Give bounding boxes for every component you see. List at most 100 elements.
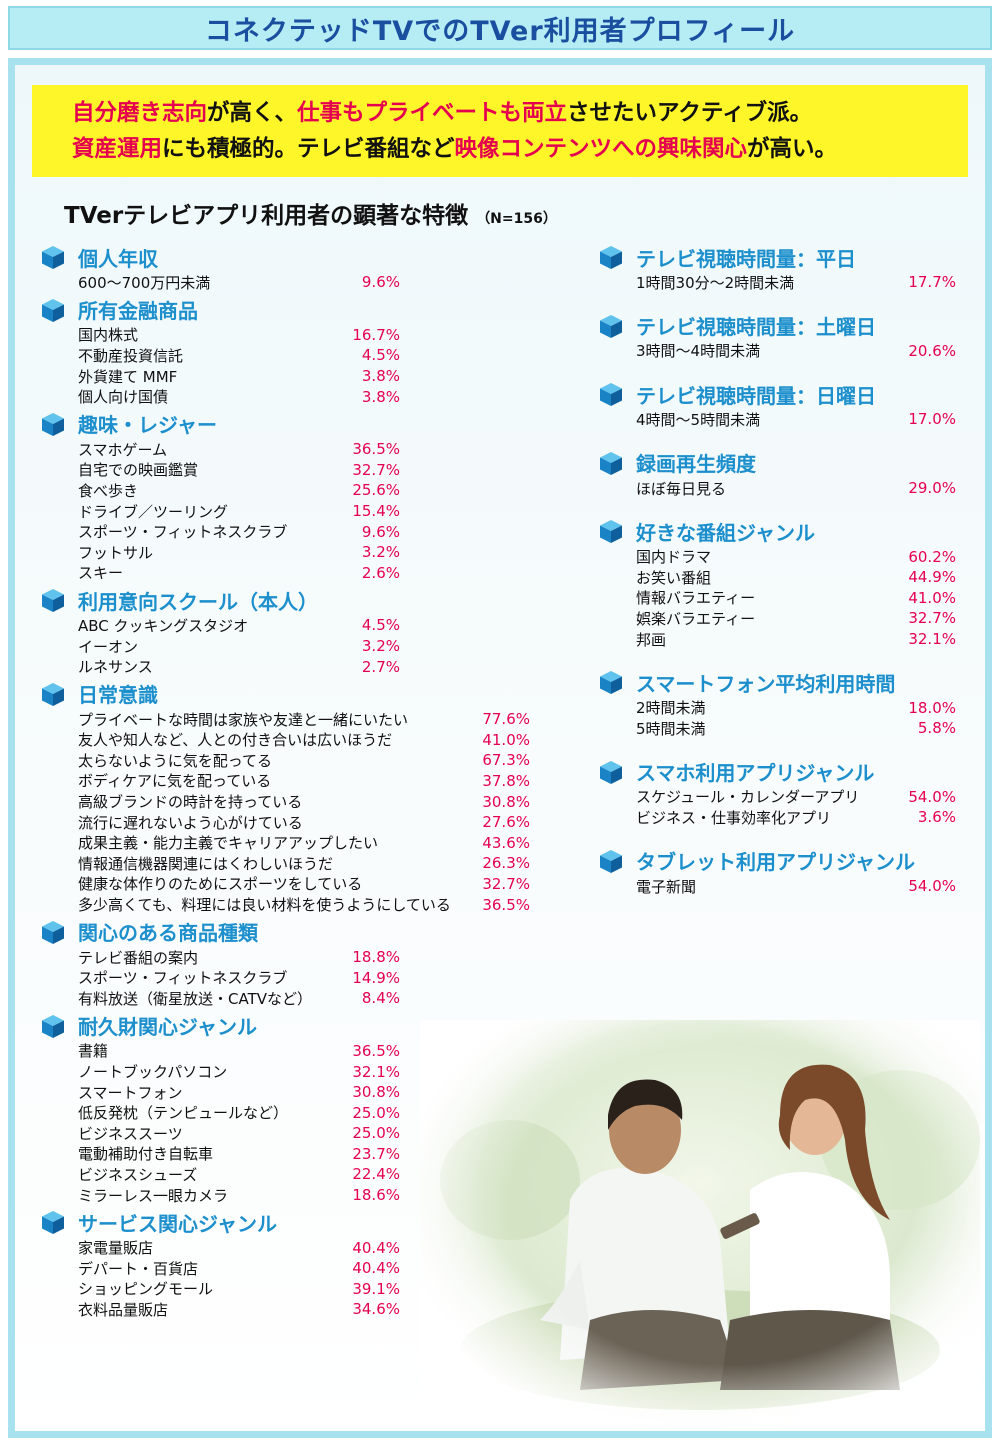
item-label: 成果主義・能力主義でキャリアアップしたい <box>78 834 379 853</box>
headline-highlight: 自分磨き志向 <box>72 100 208 126</box>
item-value: 9.6% <box>361 273 400 292</box>
item-value: 36.5% <box>482 895 530 914</box>
item-label: 邦画 <box>636 630 667 649</box>
section-title: テレビ視聴時間量：日曜日 <box>636 383 876 408</box>
item-label: 多少高くても、料理には良い材料を使うようにしている <box>78 896 451 915</box>
item-value: 17.0% <box>908 410 956 429</box>
blue-cube-icon <box>600 760 622 784</box>
item-label: 流行に遅れないよう心がけている <box>78 813 303 832</box>
list-item: 高級ブランドの時計を持っている 30.8% <box>40 791 530 812</box>
item-label: ミラーレス一眼カメラ <box>78 1186 229 1205</box>
section: 録画再生頻度 ほぼ毎日見る 29.0% <box>598 448 958 499</box>
list-item: イーオン 3.2% <box>40 636 400 657</box>
item-value: 32.7% <box>482 874 530 893</box>
item-label: 電子新聞 <box>636 877 697 896</box>
list-item: 衣料品量販店 34.6% <box>40 1299 400 1320</box>
item-value: 16.7% <box>352 325 400 344</box>
section-header: テレビ視聴時間量：日曜日 <box>598 379 958 409</box>
item-value: 30.8% <box>482 792 530 811</box>
item-label: 衣料品量販店 <box>78 1300 169 1319</box>
item-value: 17.7% <box>908 273 956 292</box>
list-item: 600〜700万円未満 9.6% <box>40 272 400 293</box>
item-value: 14.9% <box>352 968 400 987</box>
section-title: スマートフォン平均利用時間 <box>636 671 896 696</box>
headline-text: が高い。 <box>747 136 838 162</box>
headline-line-1: 自分磨き志向が高く、仕事もプライベートも両立させたいアクティブ派。 <box>72 95 968 131</box>
list-item: 流行に遅れないよう心がけている 27.6% <box>40 812 530 833</box>
list-item: 邦画 32.1% <box>598 629 956 650</box>
item-label: お笑い番組 <box>636 568 712 587</box>
item-label: 1時間30分〜2時間未満 <box>636 273 795 292</box>
item-value: 18.8% <box>352 948 400 967</box>
list-item: ほぼ毎日見る 29.0% <box>598 478 956 499</box>
blue-cube-icon <box>42 412 64 436</box>
item-value: 36.5% <box>352 1041 400 1060</box>
list-item: スマートフォン 30.8% <box>40 1082 400 1103</box>
list-item: 娯楽バラエティー 32.7% <box>598 608 956 629</box>
item-value: 18.0% <box>908 698 956 717</box>
item-value: 23.7% <box>352 1144 400 1163</box>
section-header: スマートフォン平均利用時間 <box>598 667 958 697</box>
list-item: デパート・百貨店 40.4% <box>40 1258 400 1279</box>
item-label: 家電量販店 <box>78 1239 154 1258</box>
list-item: ビジネス・仕事効率化アプリ 3.6% <box>598 807 956 828</box>
item-label: 有料放送（衛星放送・CATVなど） <box>78 989 312 1008</box>
sample-size: （N=156） <box>476 211 557 227</box>
blue-cube-icon <box>42 1014 64 1038</box>
item-value: 32.1% <box>908 630 956 649</box>
item-value: 3.8% <box>361 367 400 386</box>
item-label: ドライブ／ツーリング <box>78 502 229 521</box>
list-item: ルネサンス 2.7% <box>40 656 400 677</box>
section: 個人年収 600〜700万円未満 9.6% <box>40 242 540 293</box>
item-label: 高級ブランドの時計を持っている <box>78 793 303 812</box>
item-label: 外貨建て MMF <box>78 367 178 386</box>
item-label: スキー <box>78 564 124 583</box>
section-header: 利用意向スクール（本人） <box>40 585 540 615</box>
blue-cube-icon <box>600 671 622 695</box>
item-label: デパート・百貨店 <box>78 1259 199 1278</box>
item-value: 22.4% <box>352 1165 400 1184</box>
item-value: 77.6% <box>482 710 530 729</box>
item-value: 44.9% <box>908 568 956 587</box>
item-label: ルネサンス <box>78 658 153 677</box>
section-title: サービス関心ジャンル <box>78 1211 277 1236</box>
item-label: 5時間未満 <box>636 719 706 738</box>
right-column: テレビ視聴時間量：平日 1時間30分〜2時間未満 17.7% テレビ視聴時間量：土曜日… <box>598 242 958 914</box>
section-header: 関心のある商品種類 <box>40 917 540 947</box>
item-value: 3.2% <box>361 637 400 656</box>
item-value: 9.6% <box>361 522 400 541</box>
section-header: テレビ視聴時間量：平日 <box>598 242 958 272</box>
section: スマホ利用アプリジャンル スケジュール・カレンダーアプリ 54.0% ビジネス・仕事効… <box>598 757 958 828</box>
section: タブレット利用アプリジャンル 電子新聞 54.0% <box>598 846 958 897</box>
item-label: 3時間〜4時間未満 <box>636 342 761 361</box>
blue-cube-icon <box>600 314 622 338</box>
section-title: テレビ視聴時間量：土曜日 <box>636 315 876 340</box>
section-header: テレビ視聴時間量：土曜日 <box>598 311 958 341</box>
section-title: 関心のある商品種類 <box>78 921 258 946</box>
item-value: 32.1% <box>352 1062 400 1081</box>
list-item: ショッピングモール 39.1% <box>40 1279 400 1300</box>
item-value: 41.0% <box>482 730 530 749</box>
section-title: 個人年収 <box>78 246 158 271</box>
section: テレビ視聴時間量：土曜日 3時間〜4時間未満 20.6% <box>598 311 958 362</box>
list-item: 多少高くても、料理には良い材料を使うようにしている 36.5% <box>40 894 530 915</box>
headline-text: が高く、 <box>207 100 298 126</box>
headline-line-2: 資産運用にも積極的。テレビ番組など映像コンテンツへの興味関心が高い。 <box>72 131 968 167</box>
blue-cube-icon <box>600 451 622 475</box>
list-item: プライベートな時間は家族や友達と一緒にいたい 77.6% <box>40 709 530 730</box>
section: 耐久財関心ジャンル 書籍 36.5% ノートブックパソコン 32.1% スマートフォン 30… <box>40 1011 540 1206</box>
item-value: 25.0% <box>352 1103 400 1122</box>
item-value: 25.6% <box>352 481 400 500</box>
blue-cube-icon <box>42 298 64 322</box>
section: 関心のある商品種類 テレビ番組の案内 18.8% スポーツ・フィットネスクラブ 14.9… <box>40 917 540 1009</box>
item-label: 友人や知人など、人との付き合いは広いほうだ <box>78 731 393 750</box>
blue-cube-icon <box>42 920 64 944</box>
item-label: 4時間〜5時間未満 <box>636 410 761 429</box>
headline-highlight: 映像コンテンツへの興味関心 <box>454 136 748 162</box>
section-header: 日常意識 <box>40 679 540 709</box>
section-title: タブレット利用アプリジャンル <box>636 850 915 875</box>
section-title: 耐久財関心ジャンル <box>78 1015 257 1040</box>
item-value: 32.7% <box>908 609 956 628</box>
item-label: ショッピングモール <box>78 1280 214 1299</box>
section: 趣味・レジャー スマホゲーム 36.5% 自宅での映画鑑賞 32.7% 食べ歩き 25.6%… <box>40 409 540 583</box>
